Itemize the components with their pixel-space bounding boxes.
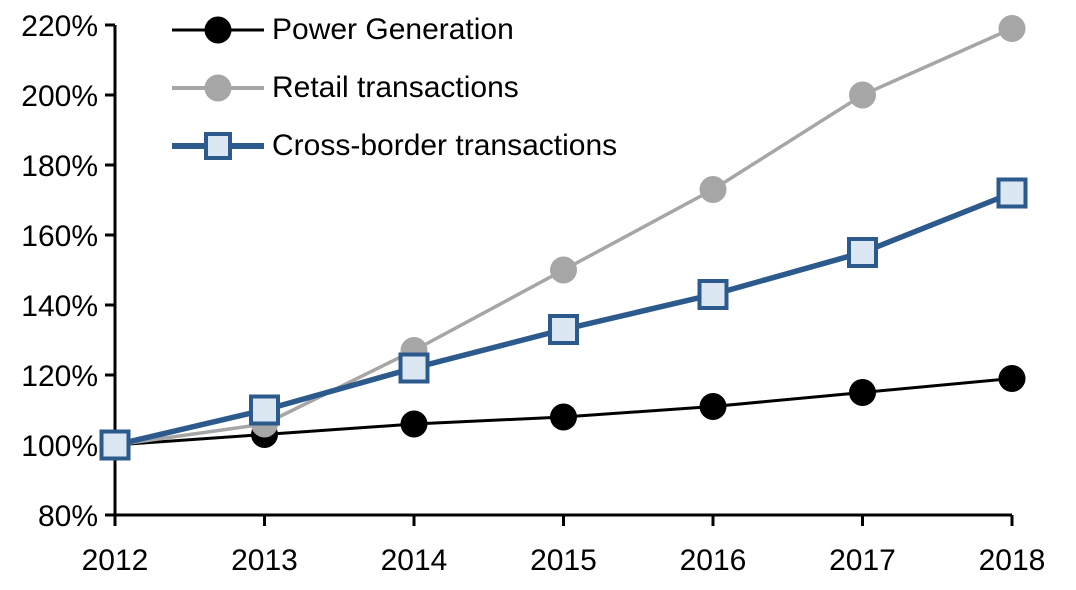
data-point-cross-border-transactions-2013 <box>249 394 280 426</box>
data-point-cross-border-transactions-2017 <box>847 237 878 268</box>
legend-circle-marker <box>204 16 232 44</box>
legend-square-marker <box>204 132 232 160</box>
y-tick-label-140: 140% <box>21 290 98 323</box>
data-point-cross-border-transactions-2012 <box>99 429 131 461</box>
data-point-power-generation-2015 <box>550 403 577 431</box>
legend-item-cross-border-transactions: Cross-border transactions <box>172 117 617 175</box>
x-tick-label-2012: 2012 <box>82 544 149 577</box>
data-point-cross-border-transactions-2015 <box>548 314 579 345</box>
data-point-power-generation-2018 <box>998 365 1026 392</box>
x-tick-label-2013: 2013 <box>231 544 298 577</box>
legend-label-retail-transactions: Retail transactions <box>272 71 519 104</box>
data-point-retail-transactions-2017 <box>849 81 876 109</box>
x-tick-label-2018: 2018 <box>979 544 1046 577</box>
y-tick-label-220: 220% <box>21 10 98 43</box>
legend-marker-power-generation <box>172 14 264 46</box>
legend-item-retail-transactions: Retail transactions <box>172 59 617 117</box>
data-point-cross-border-transactions-2018 <box>996 177 1028 209</box>
chart-legend: Power Generation Retail transactions Cro… <box>172 1 617 175</box>
y-tick-label-160: 160% <box>21 220 98 253</box>
data-point-cross-border-transactions-2014 <box>398 352 430 384</box>
y-tick-label-200: 200% <box>21 80 98 113</box>
y-tick-label-180: 180% <box>21 150 98 183</box>
x-tick-label-2017: 2017 <box>829 544 896 577</box>
legend-item-power-generation: Power Generation <box>172 1 617 59</box>
data-point-power-generation-2014 <box>400 410 428 438</box>
legend-marker-cross-border-transactions <box>172 130 264 162</box>
data-point-retail-transactions-2016 <box>699 176 727 203</box>
data-point-retail-transactions-2018 <box>998 15 1026 42</box>
data-point-retail-transactions-2015 <box>550 256 577 284</box>
legend-marker-retail-transactions <box>172 72 264 104</box>
data-point-cross-border-transactions-2016 <box>697 279 729 310</box>
x-tick-label-2014: 2014 <box>381 544 448 577</box>
y-tick-label-100: 100% <box>21 430 98 463</box>
x-tick-label-2015: 2015 <box>530 544 597 577</box>
y-tick-label-120: 120% <box>21 360 98 393</box>
y-tick-label-80: 80% <box>38 500 98 533</box>
data-point-power-generation-2016 <box>699 393 727 420</box>
legend-circle-marker <box>204 74 232 102</box>
legend-label-power-generation: Power Generation <box>272 13 514 46</box>
x-tick-label-2016: 2016 <box>680 544 747 577</box>
legend-label-cross-border-transactions: Cross-border transactions <box>272 129 618 162</box>
data-point-power-generation-2017 <box>849 379 876 406</box>
